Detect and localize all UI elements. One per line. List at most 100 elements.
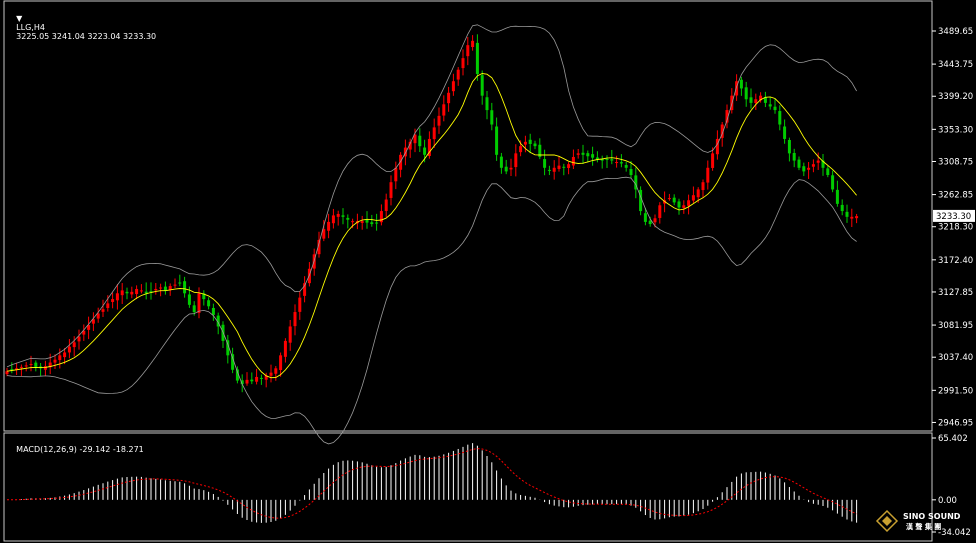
candle-body [739,79,743,89]
candle [639,186,643,216]
candle-body [831,175,835,190]
candle [490,102,494,131]
candle-body [384,199,388,211]
candle-body [586,153,590,157]
candle [19,364,23,376]
candle [835,180,839,207]
candle [87,316,91,340]
candle [283,338,287,363]
candle [58,348,62,369]
candle [461,49,465,76]
candle-body [571,156,575,166]
candle [379,204,383,226]
candle-body [144,291,148,294]
candle-body [269,372,273,376]
price-tick-label: 3353.30 [938,125,973,135]
candle-body [735,81,739,96]
candle [643,207,647,226]
candle [811,159,815,173]
candle [163,281,167,295]
candle [576,148,580,159]
candle-body [667,198,671,200]
candle [475,34,479,81]
candle-body [629,169,633,176]
candle-body [159,287,163,289]
candle-body [226,340,230,356]
candle [288,320,292,351]
candle-body [615,162,619,164]
candle [778,105,782,131]
candle [389,175,393,206]
candle-body [5,371,9,375]
candle-body [624,165,628,168]
candle-body [389,182,393,198]
candle-body [715,138,719,155]
candle [826,166,830,178]
candle [610,149,614,165]
candle [509,158,513,176]
candle-body [327,221,331,231]
candle [375,213,379,231]
candle [231,347,235,374]
candle [408,138,412,158]
candle [701,179,705,198]
candle [154,282,158,295]
candle-body [139,290,143,292]
candle [101,299,105,318]
candle-body [639,189,643,212]
candle [749,88,753,109]
candle [264,372,268,388]
candle [370,214,374,227]
candle-body [485,97,489,111]
candle [39,363,43,376]
candle-body [658,205,662,218]
candle [763,91,767,108]
candle-body [235,369,239,381]
candle [96,307,100,323]
candle-body [591,154,595,158]
candle [207,297,211,310]
candle-body [533,143,537,147]
candle [331,208,335,229]
candle [274,366,278,381]
candle-body [346,217,350,220]
collapse-arrow-icon[interactable]: ▼ [16,14,23,23]
candle-body [447,92,451,104]
candle-body [298,297,302,312]
candle-body [399,154,403,170]
candle [72,336,76,357]
candle-body [826,168,830,176]
candle [552,160,556,180]
candle-body [811,164,815,167]
candle-body [67,346,71,353]
candle-body [523,141,527,145]
candle-body [557,165,561,169]
candle [5,367,9,377]
candle [384,193,388,217]
candle-body [552,167,556,172]
candle-body [240,380,244,385]
candle-body [72,342,76,348]
candle-body [216,315,220,327]
candle-body [759,95,763,101]
candle [466,36,470,66]
candle [783,119,787,144]
candle-body [581,152,585,155]
candle [115,284,119,310]
candle-body [787,139,791,154]
candle [586,150,590,163]
candle [279,352,283,377]
candle-body [207,300,211,307]
candle-body [19,366,23,368]
candle-body [24,365,28,367]
candle [149,282,153,300]
candle [687,194,691,215]
candle [471,35,475,51]
candle [711,147,715,171]
candle-body [58,355,62,361]
candle-body [259,377,263,379]
candle [691,186,695,204]
candle [432,118,436,148]
